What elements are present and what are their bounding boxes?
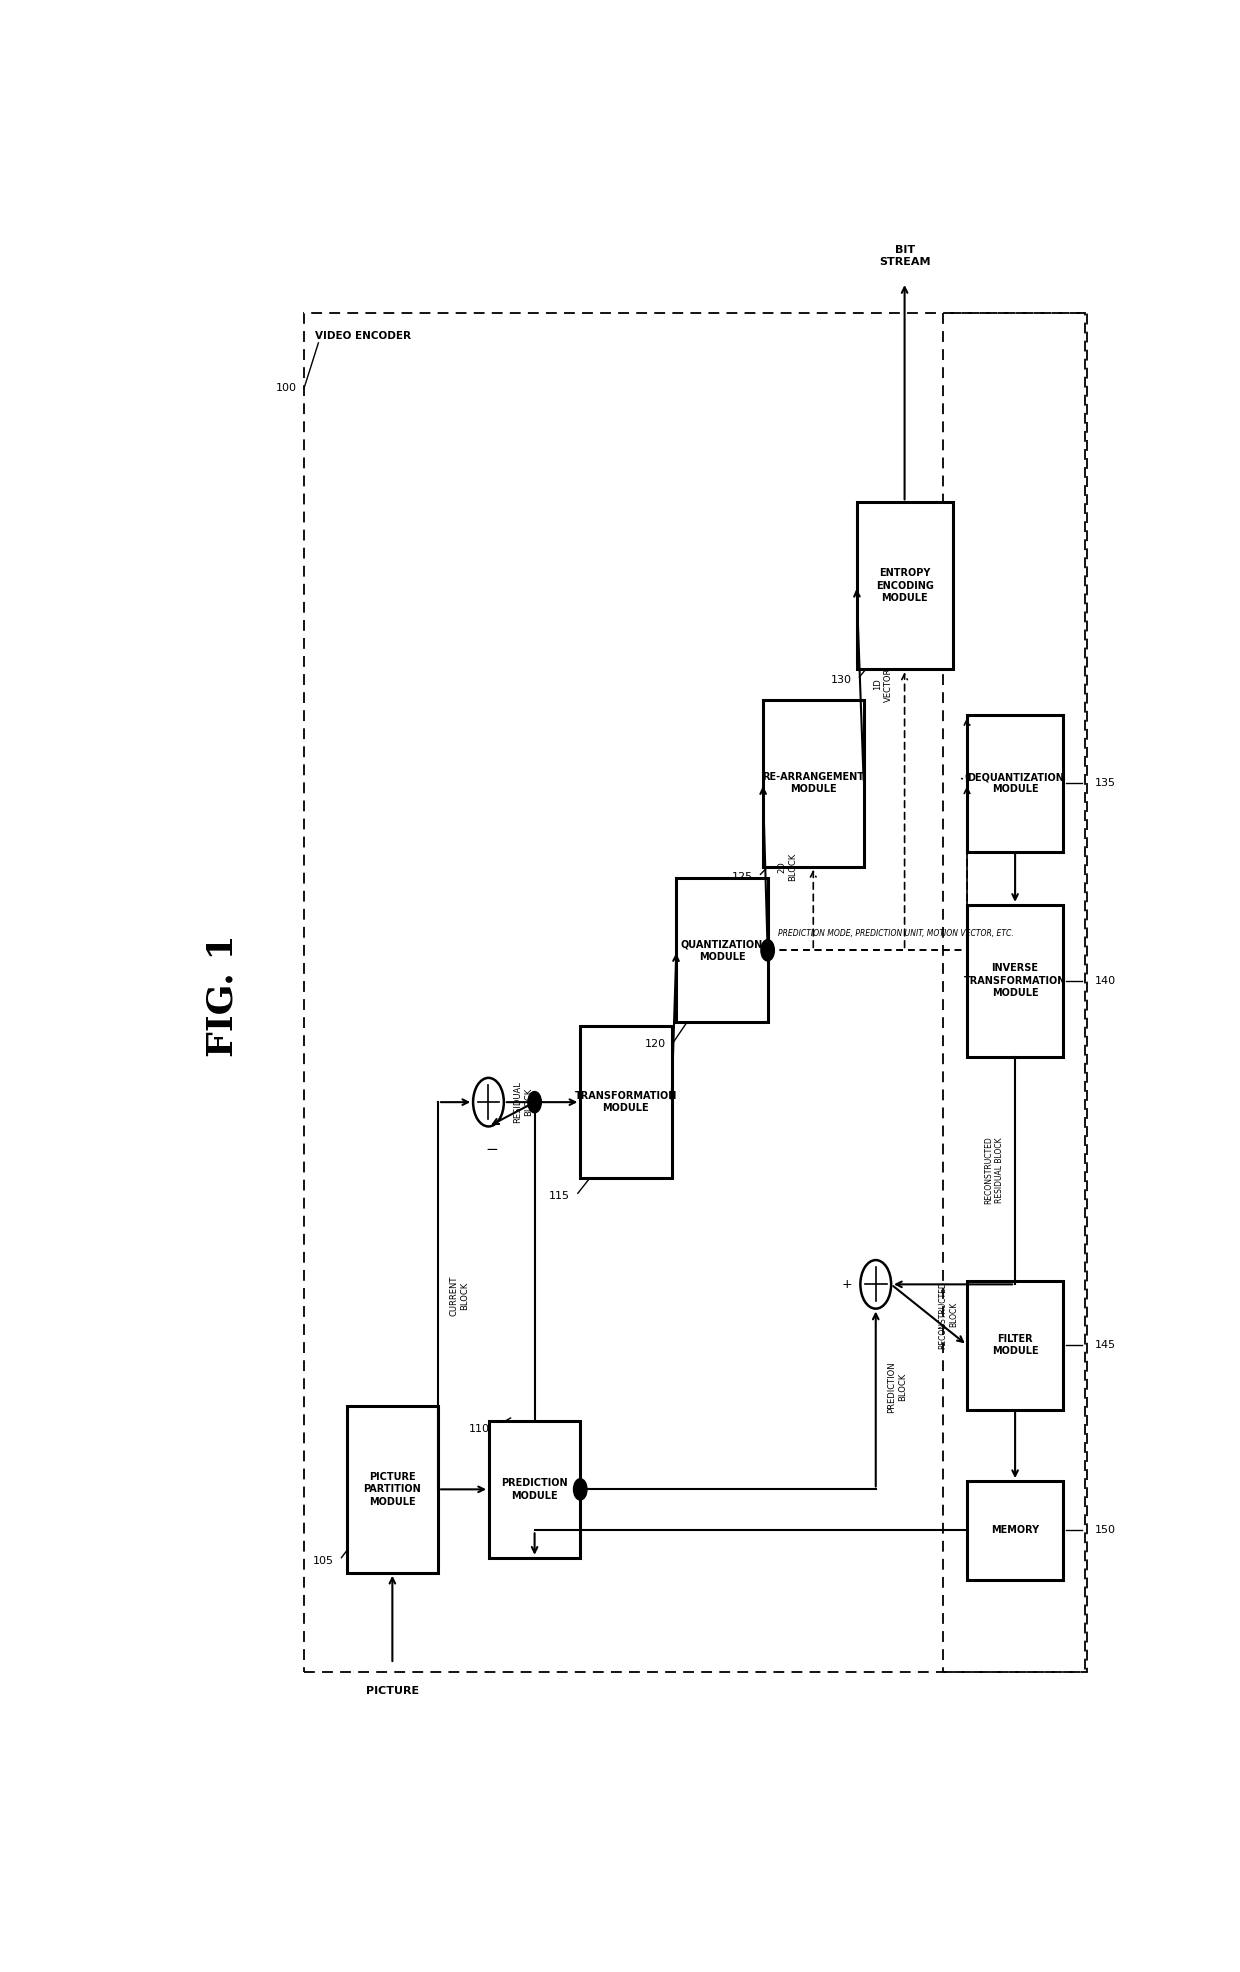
- Text: DEQUANTIZATION
MODULE: DEQUANTIZATION MODULE: [967, 773, 1064, 795]
- Text: 100: 100: [277, 383, 298, 394]
- FancyBboxPatch shape: [967, 1481, 1063, 1580]
- FancyBboxPatch shape: [763, 700, 864, 868]
- FancyBboxPatch shape: [347, 1406, 438, 1574]
- Circle shape: [574, 1479, 587, 1501]
- Text: 150: 150: [1095, 1526, 1116, 1536]
- Text: RESIDUAL
BLOCK: RESIDUAL BLOCK: [513, 1081, 533, 1124]
- FancyBboxPatch shape: [967, 905, 1063, 1057]
- Circle shape: [528, 1092, 542, 1112]
- Text: BIT
STREAM: BIT STREAM: [879, 245, 930, 266]
- Text: PICTURE: PICTURE: [366, 1686, 419, 1696]
- Text: PREDICTION
BLOCK: PREDICTION BLOCK: [888, 1361, 906, 1412]
- Text: RE-ARRANGEMENT
MODULE: RE-ARRANGEMENT MODULE: [763, 773, 864, 795]
- Text: 115: 115: [549, 1191, 570, 1201]
- Text: 140: 140: [1095, 976, 1116, 986]
- Text: 1D
VECTOR: 1D VECTOR: [873, 667, 893, 702]
- Text: 2D
BLOCK: 2D BLOCK: [777, 852, 796, 881]
- Text: FIG. 1: FIG. 1: [206, 935, 239, 1057]
- Text: RECONSTRUCTED
RESIDUAL BLOCK: RECONSTRUCTED RESIDUAL BLOCK: [985, 1136, 1003, 1205]
- FancyBboxPatch shape: [967, 1280, 1063, 1410]
- Text: 120: 120: [645, 1039, 666, 1049]
- FancyBboxPatch shape: [967, 716, 1063, 852]
- Text: RECONSTRUCTED
BLOCK: RECONSTRUCTED BLOCK: [939, 1282, 959, 1349]
- Text: +: +: [842, 1278, 853, 1292]
- FancyBboxPatch shape: [489, 1422, 580, 1558]
- Text: INVERSE
TRANSFORMATION
MODULE: INVERSE TRANSFORMATION MODULE: [963, 962, 1066, 998]
- Text: 135: 135: [1095, 779, 1116, 789]
- Text: FILTER
MODULE: FILTER MODULE: [992, 1333, 1038, 1357]
- Text: ENTROPY
ENCODING
MODULE: ENTROPY ENCODING MODULE: [875, 568, 934, 603]
- Text: −: −: [485, 1142, 497, 1158]
- Text: 145: 145: [1095, 1341, 1116, 1351]
- Circle shape: [761, 941, 774, 960]
- FancyBboxPatch shape: [580, 1025, 672, 1177]
- Text: QUANTIZATION
MODULE: QUANTIZATION MODULE: [681, 939, 763, 962]
- Text: PREDICTION MODE, PREDICTION UNIT, MOTION VECTOR, ETC.: PREDICTION MODE, PREDICTION UNIT, MOTION…: [779, 929, 1014, 939]
- Text: 130: 130: [831, 674, 852, 684]
- FancyBboxPatch shape: [676, 878, 768, 1021]
- Text: MEMORY: MEMORY: [991, 1526, 1039, 1536]
- Text: PICTURE
PARTITION
MODULE: PICTURE PARTITION MODULE: [363, 1471, 422, 1507]
- Text: 125: 125: [732, 872, 753, 881]
- Text: VIDEO ENCODER: VIDEO ENCODER: [315, 331, 412, 341]
- FancyBboxPatch shape: [857, 503, 952, 669]
- Text: 110: 110: [469, 1424, 490, 1434]
- Text: 105: 105: [312, 1556, 334, 1566]
- Text: TRANSFORMATION
MODULE: TRANSFORMATION MODULE: [574, 1091, 677, 1114]
- Text: CURRENT
BLOCK: CURRENT BLOCK: [450, 1276, 469, 1315]
- Text: PREDICTION
MODULE: PREDICTION MODULE: [501, 1479, 568, 1501]
